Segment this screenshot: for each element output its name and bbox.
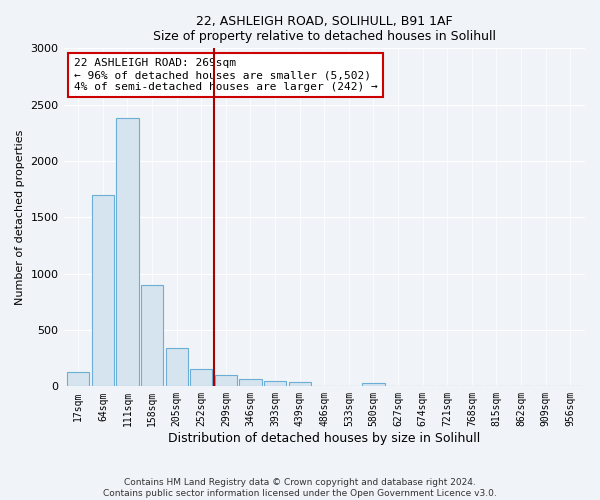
Bar	[264, 381, 286, 386]
Bar	[289, 382, 311, 386]
Bar	[215, 375, 237, 386]
Bar	[239, 379, 262, 386]
Title: 22, ASHLEIGH ROAD, SOLIHULL, B91 1AF
Size of property relative to detached house: 22, ASHLEIGH ROAD, SOLIHULL, B91 1AF Siz…	[153, 15, 496, 43]
Text: 22 ASHLEIGH ROAD: 269sqm
← 96% of detached houses are smaller (5,502)
4% of semi: 22 ASHLEIGH ROAD: 269sqm ← 96% of detach…	[74, 58, 378, 92]
Bar	[141, 285, 163, 386]
X-axis label: Distribution of detached houses by size in Solihull: Distribution of detached houses by size …	[168, 432, 481, 445]
Bar	[190, 369, 212, 386]
Bar	[166, 348, 188, 387]
Y-axis label: Number of detached properties: Number of detached properties	[15, 130, 25, 305]
Text: Contains HM Land Registry data © Crown copyright and database right 2024.
Contai: Contains HM Land Registry data © Crown c…	[103, 478, 497, 498]
Bar	[67, 372, 89, 386]
Bar	[92, 195, 114, 386]
Bar	[116, 118, 139, 386]
Bar	[362, 383, 385, 386]
